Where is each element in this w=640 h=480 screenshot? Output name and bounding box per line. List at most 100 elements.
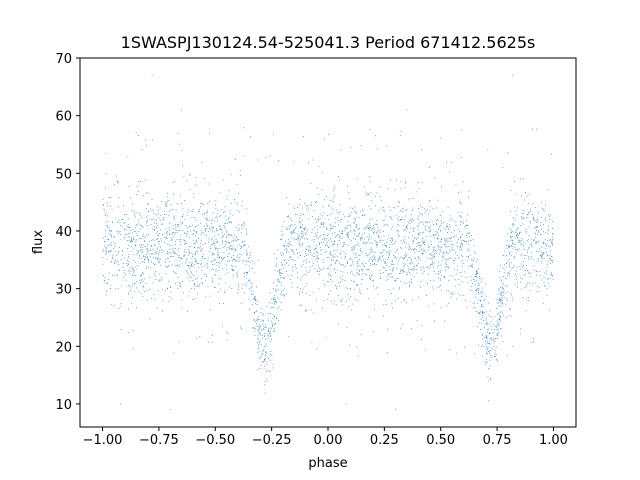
data-point	[502, 275, 504, 277]
data-point	[176, 239, 178, 240]
data-point	[451, 291, 453, 293]
data-point	[447, 245, 449, 247]
data-point	[531, 238, 532, 240]
data-point	[205, 235, 207, 237]
data-point	[237, 276, 238, 278]
data-point	[277, 297, 279, 299]
data-point	[495, 338, 496, 339]
data-point	[461, 211, 463, 213]
data-point	[117, 206, 119, 208]
data-point	[390, 228, 392, 230]
data-point	[552, 240, 554, 242]
data-point	[444, 253, 446, 254]
data-point	[223, 224, 225, 226]
data-point	[372, 218, 373, 220]
data-point	[262, 323, 264, 325]
data-point	[266, 345, 268, 347]
data-point	[529, 221, 531, 223]
data-point	[346, 234, 348, 236]
data-point	[210, 248, 212, 249]
data-point	[385, 244, 387, 246]
data-point	[403, 229, 405, 231]
data-point	[391, 226, 393, 227]
data-point	[191, 252, 193, 254]
data-point	[493, 339, 494, 340]
data-point	[224, 223, 226, 225]
data-point	[135, 254, 137, 256]
data-point	[373, 259, 375, 260]
data-point	[184, 200, 185, 201]
data-point	[167, 287, 168, 289]
x-axis-ticks: −1.00 −0.75 −0.50 −0.25 0.00 0.25 0.50 0.75 1.00	[83, 427, 568, 448]
data-point	[167, 258, 169, 259]
data-point	[367, 226, 369, 228]
data-point	[196, 232, 198, 234]
data-point	[274, 294, 276, 296]
data-point	[386, 224, 388, 226]
data-point	[417, 256, 419, 258]
data-point	[200, 242, 202, 244]
data-point	[198, 211, 200, 212]
data-point	[412, 235, 413, 237]
data-point	[508, 246, 510, 248]
data-point	[343, 271, 345, 273]
data-point	[120, 329, 122, 330]
data-point	[495, 354, 497, 356]
data-point	[383, 315, 384, 317]
data-point	[288, 260, 290, 262]
data-point	[404, 219, 405, 221]
data-point	[281, 282, 282, 284]
data-point	[243, 223, 245, 225]
data-point	[174, 252, 176, 254]
data-point	[512, 256, 514, 258]
data-point	[315, 233, 316, 235]
data-point	[512, 242, 513, 244]
data-point	[420, 231, 422, 233]
data-point	[228, 221, 230, 223]
data-point	[549, 219, 550, 221]
data-point	[433, 280, 435, 282]
data-point	[493, 340, 495, 342]
data-point	[523, 268, 525, 270]
data-point	[425, 349, 427, 351]
data-point	[389, 246, 391, 248]
data-point	[499, 315, 501, 317]
data-point	[397, 229, 399, 231]
data-point	[126, 240, 128, 241]
data-point	[342, 246, 344, 248]
data-point	[273, 299, 274, 301]
data-point	[306, 293, 308, 294]
data-point	[264, 327, 266, 328]
data-point	[476, 326, 478, 327]
data-point	[385, 261, 386, 262]
data-point	[547, 283, 549, 285]
data-point	[486, 329, 488, 330]
data-point	[189, 253, 191, 255]
data-point	[186, 232, 188, 234]
data-point	[486, 342, 488, 343]
data-point	[158, 242, 160, 244]
data-point	[448, 280, 450, 282]
data-point	[220, 228, 222, 230]
data-point	[298, 235, 299, 237]
data-point	[115, 217, 117, 219]
data-point	[332, 303, 334, 305]
data-point	[167, 234, 169, 236]
data-point	[221, 242, 223, 244]
data-point	[398, 287, 400, 289]
data-point	[403, 239, 405, 241]
data-point	[217, 253, 219, 255]
data-point	[123, 214, 125, 215]
data-point	[306, 208, 307, 210]
data-point	[344, 241, 345, 243]
data-point	[228, 260, 230, 261]
data-point	[546, 270, 548, 272]
data-point	[349, 288, 351, 289]
data-point	[132, 203, 133, 205]
data-point	[145, 180, 146, 181]
data-point	[512, 242, 513, 244]
data-point	[442, 257, 444, 259]
data-point	[145, 256, 146, 257]
data-point	[272, 313, 274, 315]
data-point	[222, 240, 223, 242]
